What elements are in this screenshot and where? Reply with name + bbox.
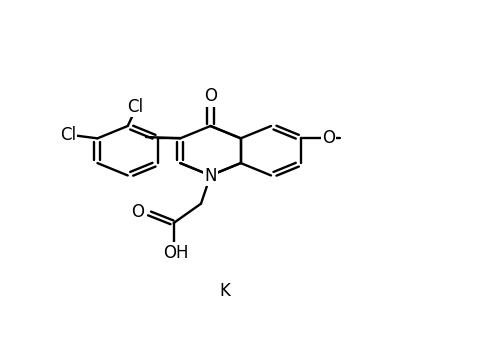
Text: O: O bbox=[131, 203, 145, 221]
Text: OH: OH bbox=[163, 244, 188, 261]
Text: Cl: Cl bbox=[127, 98, 143, 116]
Text: N: N bbox=[205, 167, 217, 185]
Text: Cl: Cl bbox=[60, 126, 76, 144]
Text: K: K bbox=[219, 282, 230, 300]
Text: O: O bbox=[322, 129, 335, 147]
Text: O: O bbox=[204, 88, 217, 105]
